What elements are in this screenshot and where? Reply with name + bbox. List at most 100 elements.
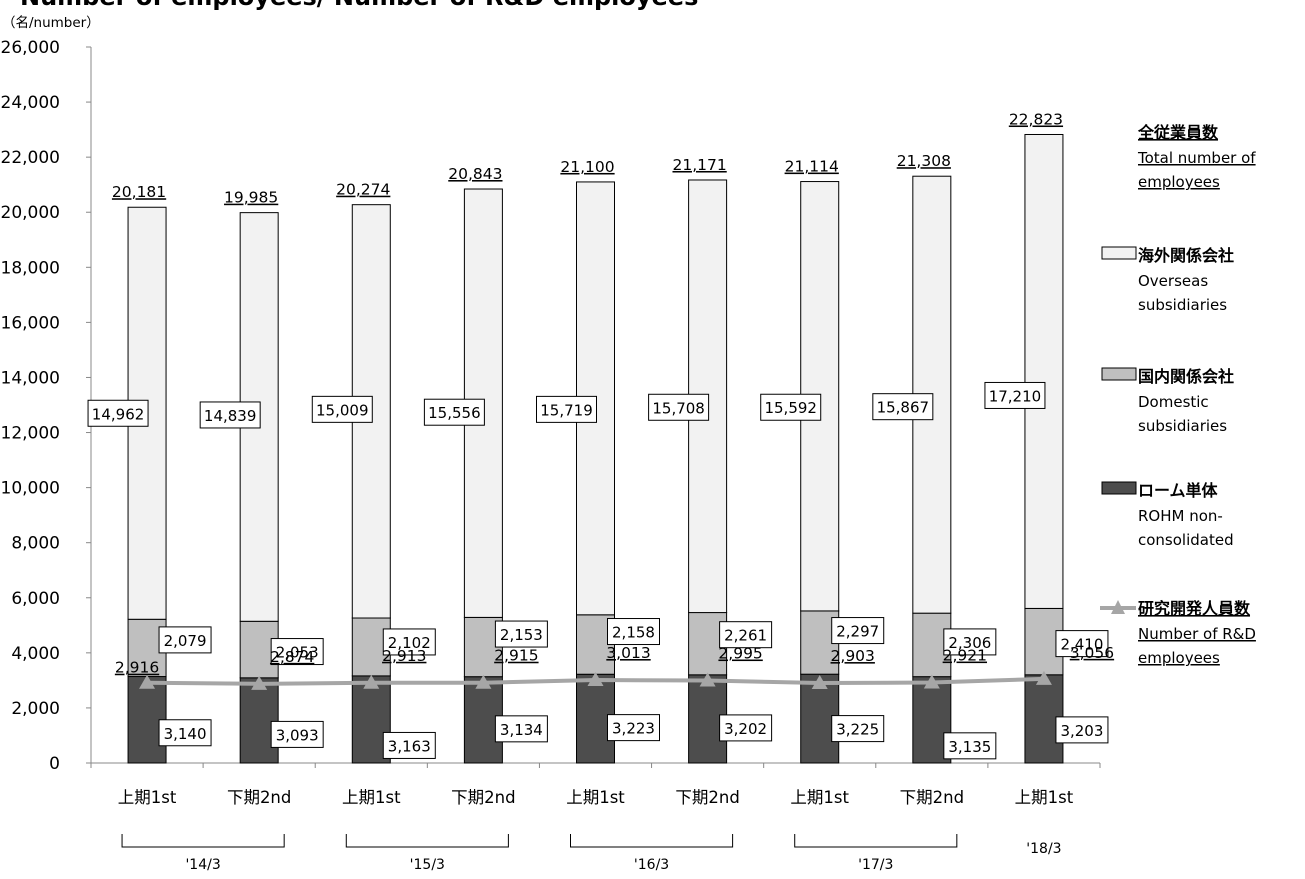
y-tick-label: 8,000 <box>11 534 60 554</box>
y-tick-label: 18,000 <box>1 258 60 278</box>
y-tick-label: 2,000 <box>11 699 60 719</box>
bar-overseas-segment <box>1024 133 1064 609</box>
year-bracket <box>570 834 734 848</box>
domestic-value-label-box <box>607 618 660 646</box>
rohm-value-label: 3,202 <box>724 720 767 738</box>
total-value-label: 22,823 <box>1009 110 1063 128</box>
domestic-value-label: 2,297 <box>836 623 879 641</box>
rohm-value-label: 3,163 <box>388 737 431 755</box>
category-label: 上期1st <box>566 788 625 807</box>
y-tick-label: 16,000 <box>1 313 60 333</box>
overseas-value-label: 15,708 <box>652 399 705 417</box>
legend-subtitle: ROHM non- <box>1138 507 1223 525</box>
year-label: '14/3 <box>185 857 220 873</box>
y-tick-label: 10,000 <box>1 479 60 499</box>
rohm-value-label-box <box>494 715 548 743</box>
overseas-value-label: 17,210 <box>989 387 1042 405</box>
rohm-value-label-box <box>831 715 885 743</box>
bars <box>127 133 1064 764</box>
overseas-value-label-box <box>984 381 1046 409</box>
domestic-value-label-box <box>831 617 885 645</box>
year-bracket <box>345 834 509 848</box>
legend-marker-swatch <box>1111 600 1125 614</box>
legend-subtitle: subsidiaries <box>1138 296 1227 314</box>
rd-value-label: 3,056 <box>1070 644 1114 662</box>
total-value-label: 19,985 <box>224 189 278 207</box>
rohm-value-label: 3,203 <box>1060 722 1103 740</box>
domestic-value-label: 2,306 <box>948 634 991 652</box>
data-labels: 3,140 2,079 14,962 20,181 3,093 2,053 14,839 19… <box>87 110 1114 760</box>
rohm-value-label: 3,225 <box>836 721 879 739</box>
total-value-label: 21,308 <box>897 152 951 170</box>
rohm-value-label-box <box>158 719 212 747</box>
total-value-label: 21,171 <box>672 156 726 174</box>
domestic-value-label-box <box>943 628 997 656</box>
y-tick-label: 24,000 <box>1 93 60 113</box>
rohm-value-label: 3,134 <box>500 721 543 739</box>
rohm-value-label-box <box>270 720 324 748</box>
rd-marker <box>139 674 156 689</box>
overseas-value-label: 15,719 <box>540 401 593 419</box>
y-tick-label: 0 <box>49 754 60 774</box>
rd-value-label: 2,903 <box>831 647 875 665</box>
y-tick-label: 22,000 <box>1 148 60 168</box>
rohm-value-label: 3,093 <box>276 726 319 744</box>
legend-subtitle: Total number of <box>1137 149 1256 167</box>
category-label: 上期1st <box>342 788 401 807</box>
rd-value-label: 2,995 <box>718 645 762 663</box>
domestic-value-label-box <box>158 626 212 654</box>
y-tick-label: 4,000 <box>11 644 60 664</box>
rd-value-label: 2,921 <box>943 647 987 665</box>
y-tick-label: 6,000 <box>11 589 60 609</box>
domestic-value-label: 2,158 <box>612 624 655 642</box>
overseas-value-label-box <box>87 399 149 427</box>
bar-rohm-segment <box>688 674 728 764</box>
overseas-value-label: 15,556 <box>428 404 481 422</box>
domestic-value-label-box <box>270 638 324 666</box>
rd-value-label: 2,913 <box>382 647 426 665</box>
year-label: '15/3 <box>410 857 445 873</box>
rd-marker <box>699 672 716 687</box>
overseas-value-label-box <box>311 395 373 423</box>
overseas-value-label: 15,009 <box>316 401 369 419</box>
total-value-label: 20,274 <box>336 181 390 199</box>
unit-label: （名/number） <box>2 15 100 31</box>
y-tick-label: 12,000 <box>1 424 60 444</box>
year-label: '18/3 <box>1026 841 1061 857</box>
rohm-value-label-box <box>943 732 997 760</box>
rd-marker <box>811 675 828 690</box>
overseas-value-label-box <box>536 395 597 423</box>
legend-subtitle: Domestic <box>1138 393 1209 411</box>
domestic-value-label: 2,053 <box>276 644 319 662</box>
rd-line-series <box>139 670 1052 690</box>
bar-rohm-segment <box>239 677 279 764</box>
legend-swatch-domestic <box>1101 367 1137 381</box>
overseas-value-label: 14,962 <box>92 405 145 423</box>
rd-value-label: 3,013 <box>606 644 650 662</box>
overseas-value-label: 15,867 <box>877 399 930 417</box>
overseas-value-label-box <box>872 393 934 421</box>
legend-title: 国内関係会社 <box>1138 367 1234 386</box>
rd-marker <box>475 674 492 689</box>
domestic-value-label-box <box>719 621 773 649</box>
category-label: 下期2nd <box>451 788 515 807</box>
overseas-value-label: 14,839 <box>204 407 257 425</box>
year-bracket <box>121 834 285 848</box>
rohm-value-label-box <box>607 714 660 742</box>
legend: 全従業員数 Total number of employees 海外関係会社 Overs… <box>1100 123 1256 667</box>
legend-title: ローム単体 <box>1138 481 1219 500</box>
legend-title: 海外関係会社 <box>1138 246 1234 265</box>
year-label: '17/3 <box>858 857 893 873</box>
overseas-value-label-box <box>199 401 261 429</box>
legend-subtitle: Number of R&D <box>1138 625 1256 643</box>
legend-subtitle: employees <box>1138 173 1220 191</box>
rd-value-label: 2,915 <box>494 647 538 665</box>
legend-subtitle: employees <box>1138 649 1220 667</box>
y-tick-label: 14,000 <box>1 368 60 388</box>
y-tick-label: 26,000 <box>1 38 60 58</box>
rd-marker <box>1035 670 1052 685</box>
rd-marker <box>363 674 380 689</box>
category-label: 下期2nd <box>900 788 964 807</box>
total-value-label: 20,843 <box>448 165 502 183</box>
